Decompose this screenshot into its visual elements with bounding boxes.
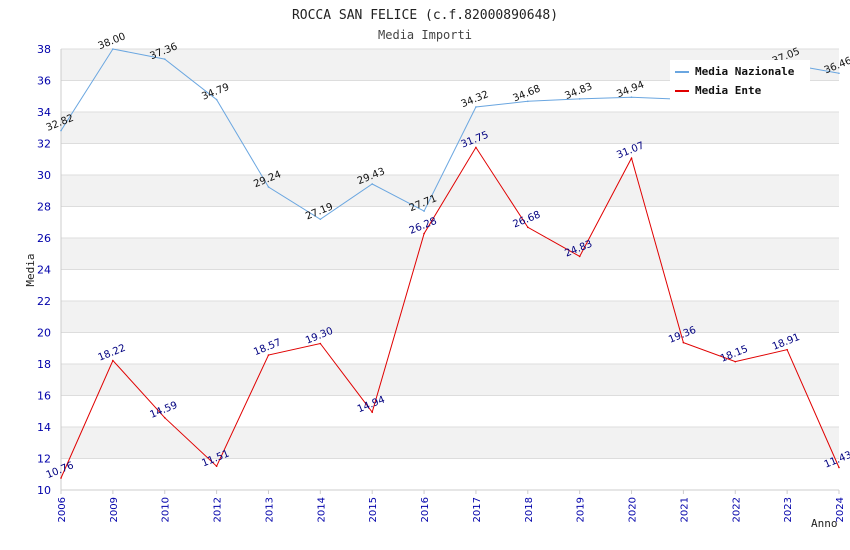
y-tick-label: 14 bbox=[37, 421, 51, 434]
y-tick-label: 26 bbox=[37, 232, 51, 245]
data-point-media-nazionale bbox=[578, 98, 581, 100]
y-tick-label: 20 bbox=[37, 327, 51, 340]
chart-title: ROCCA SAN FELICE (c.f.82000890648) bbox=[292, 8, 558, 23]
y-tick-label: 10 bbox=[37, 484, 51, 497]
grid-layer bbox=[61, 48, 839, 491]
data-point-media-nazionale bbox=[527, 100, 529, 103]
x-tick-label: 2014 bbox=[316, 497, 327, 522]
y-tick-label: 34 bbox=[37, 106, 51, 119]
data-point-media-nazionale bbox=[475, 106, 477, 108]
legend-box bbox=[670, 60, 810, 102]
data-point-media-nazionale bbox=[60, 129, 62, 132]
x-tick-label: 2019 bbox=[576, 497, 587, 522]
data-point-media-ente bbox=[786, 348, 788, 351]
x-tick-label: 2006 bbox=[57, 497, 68, 522]
y-tick-label: 32 bbox=[37, 138, 51, 151]
data-point-media-nazionale bbox=[163, 58, 166, 60]
data-point-media-nazionale bbox=[215, 98, 218, 101]
x-tick-label: 2013 bbox=[264, 497, 275, 522]
y-tick-label: 30 bbox=[37, 169, 51, 182]
chart-subtitle: Media Importi bbox=[378, 28, 472, 42]
y-tick-label: 38 bbox=[37, 43, 51, 56]
grid-band bbox=[61, 301, 839, 333]
legend-label-media-ente: Media Ente bbox=[695, 84, 762, 97]
y-tick-label: 22 bbox=[37, 295, 51, 308]
grid-band bbox=[61, 364, 839, 396]
x-tick-label: 2022 bbox=[731, 497, 742, 522]
x-tick-label: 2015 bbox=[368, 497, 379, 522]
y-axis-label: Media bbox=[24, 253, 37, 286]
x-tick-label: 2012 bbox=[213, 497, 224, 522]
y-tick-label: 28 bbox=[37, 201, 51, 214]
data-point-media-ente bbox=[319, 342, 322, 345]
data-point-media-ente bbox=[475, 146, 477, 149]
data-point-media-ente bbox=[682, 341, 685, 344]
data-point-media-nazionale bbox=[319, 218, 322, 221]
x-tick-label: 2010 bbox=[161, 497, 172, 522]
x-tick-label: 2016 bbox=[420, 497, 431, 522]
data-point-media-nazionale bbox=[371, 183, 374, 185]
x-tick-label: 2009 bbox=[109, 497, 120, 522]
grid-band bbox=[61, 458, 839, 490]
data-point-media-ente bbox=[734, 360, 737, 363]
grid-band bbox=[61, 269, 839, 301]
data-point-media-nazionale bbox=[267, 186, 270, 188]
y-tick-label: 36 bbox=[37, 75, 51, 88]
data-point-media-ente bbox=[578, 255, 581, 258]
data-point-media-ente bbox=[423, 232, 425, 235]
data-point-media-ente bbox=[267, 354, 270, 356]
legend: Media Nazionale Media Ente bbox=[670, 60, 810, 102]
data-point-media-ente bbox=[163, 416, 166, 419]
data-point-media-nazionale bbox=[423, 210, 425, 212]
data-point-media-ente bbox=[630, 157, 633, 159]
grid-band bbox=[61, 238, 839, 270]
y-tick-label: 16 bbox=[37, 390, 51, 403]
y-tick-label: 24 bbox=[37, 264, 51, 277]
data-point-media-ente bbox=[838, 466, 840, 469]
data-point-media-ente bbox=[215, 465, 218, 468]
x-tick-label: 2021 bbox=[679, 497, 690, 522]
x-axis-label: Anno bbox=[811, 517, 838, 530]
x-tick-label: 2020 bbox=[628, 497, 639, 522]
data-point-media-ente bbox=[371, 411, 374, 413]
grid-band bbox=[61, 332, 839, 364]
data-point-media-ente bbox=[112, 359, 114, 362]
grid-band bbox=[61, 427, 839, 459]
grid-band bbox=[61, 112, 839, 144]
grid-band bbox=[61, 395, 839, 427]
data-point-media-ente bbox=[527, 226, 529, 229]
grid-band bbox=[61, 206, 839, 238]
y-tick-label: 12 bbox=[37, 453, 51, 466]
x-tick-label: 2017 bbox=[472, 497, 483, 522]
data-point-media-nazionale bbox=[838, 72, 840, 75]
legend-label-media-nazionale: Media Nazionale bbox=[695, 65, 795, 78]
y-tick-label: 18 bbox=[37, 358, 51, 371]
series-line-media-ente bbox=[60, 146, 840, 479]
x-tick-label: 2023 bbox=[783, 497, 794, 522]
data-point-media-nazionale bbox=[630, 96, 633, 98]
x-tick-label: 2018 bbox=[524, 497, 535, 522]
data-point-media-ente bbox=[60, 477, 62, 479]
data-point-media-nazionale bbox=[112, 48, 114, 50]
x-tick-label: 2024 bbox=[835, 497, 846, 522]
